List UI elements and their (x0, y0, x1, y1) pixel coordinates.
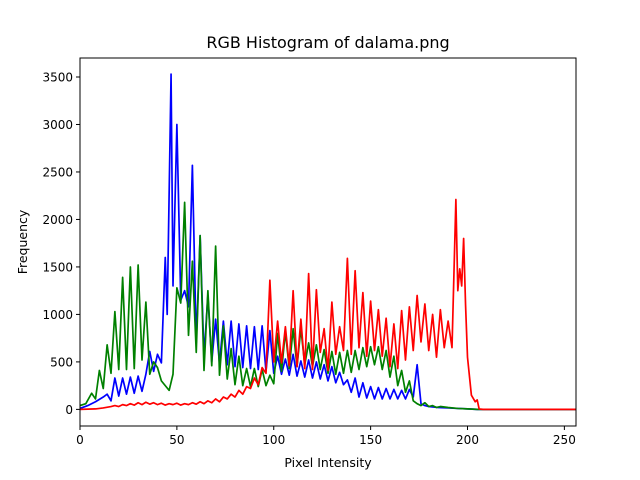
x-axis-label: Pixel Intensity (284, 455, 372, 470)
red-channel-line (80, 198, 576, 411)
y-axis-label: Frequency (15, 209, 30, 274)
x-tick-label: 250 (553, 433, 576, 447)
y-tick-label: 1500 (42, 260, 73, 274)
y-tick-label: 2000 (42, 213, 73, 227)
chart-title: RGB Histogram of dalama.png (206, 33, 449, 52)
y-tick-label: 3000 (42, 118, 73, 132)
plot-frame (79, 57, 577, 427)
x-tick-label: 200 (456, 433, 479, 447)
y-axis-ticks: 0 500 1000 1500 2000 2500 3000 3500 (42, 70, 80, 417)
y-tick-label: 1000 (42, 308, 73, 322)
x-tick-label: 100 (262, 433, 285, 447)
x-tick-label: 0 (76, 433, 84, 447)
y-tick-label: 2500 (42, 165, 73, 179)
x-tick-label: 50 (169, 433, 184, 447)
x-tick-label: 150 (359, 433, 382, 447)
green-channel-line (80, 201, 576, 411)
series-layer (80, 73, 576, 411)
y-tick-label: 0 (65, 403, 73, 417)
y-tick-label: 500 (50, 355, 73, 369)
plot-area: 0 50 100 150 200 250 0 500 1000 1500 2000 2500 3000… (42, 57, 577, 447)
y-tick-label: 3500 (42, 70, 73, 84)
x-axis-ticks: 0 50 100 150 200 250 (76, 426, 576, 447)
